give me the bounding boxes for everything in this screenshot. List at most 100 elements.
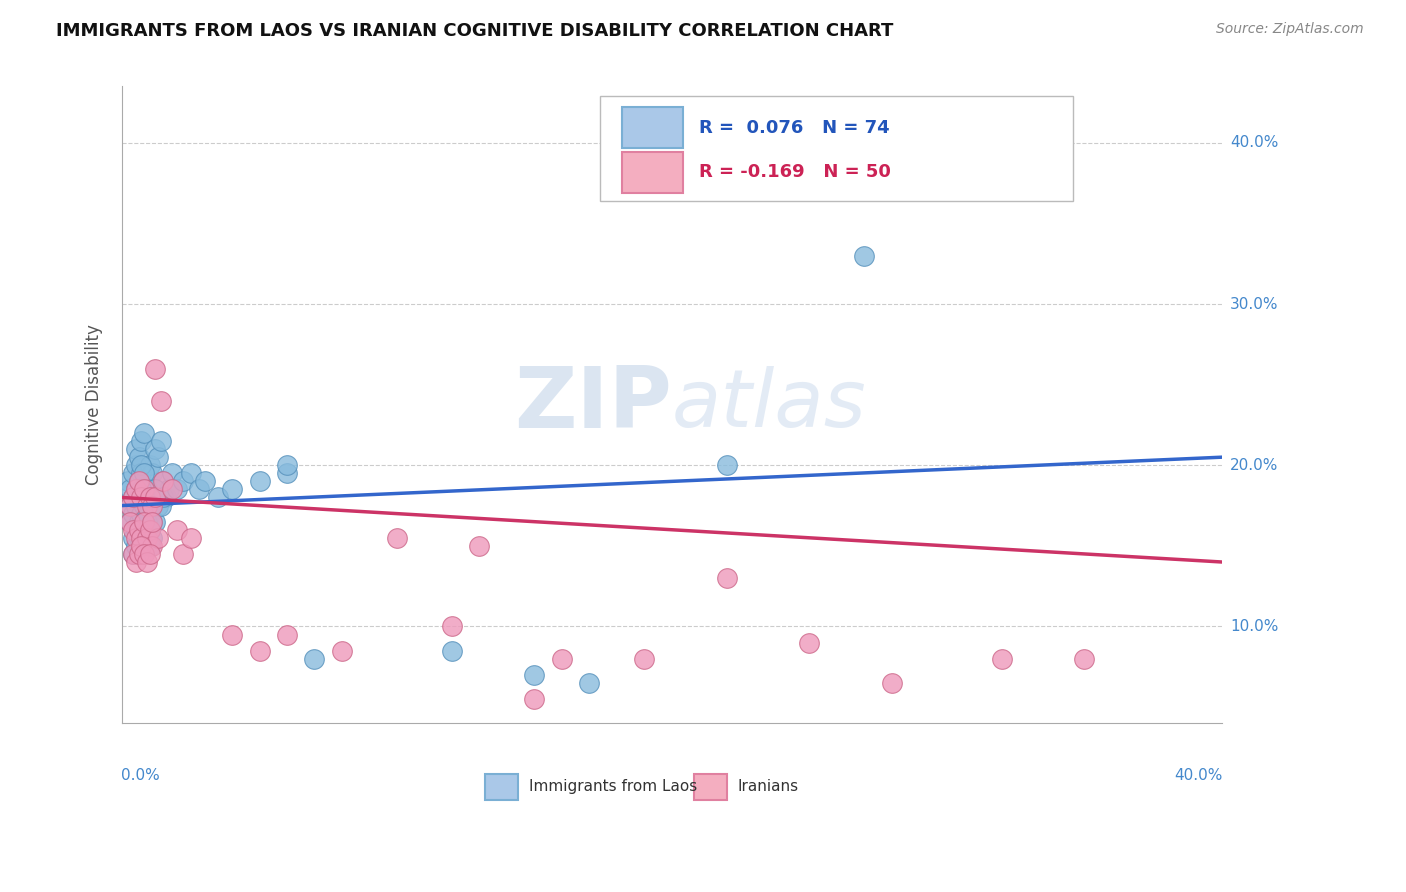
Point bbox=[138, 491, 160, 505]
Point bbox=[180, 531, 202, 545]
Point bbox=[249, 475, 271, 489]
Point bbox=[141, 467, 163, 481]
Point bbox=[132, 515, 155, 529]
Point bbox=[122, 491, 145, 505]
Point bbox=[135, 499, 157, 513]
Point bbox=[166, 483, 188, 497]
Point bbox=[716, 458, 738, 473]
Point bbox=[120, 515, 142, 529]
Text: Source: ZipAtlas.com: Source: ZipAtlas.com bbox=[1216, 22, 1364, 37]
Point bbox=[330, 643, 353, 657]
Point bbox=[125, 539, 148, 553]
Point bbox=[141, 515, 163, 529]
Point bbox=[468, 539, 491, 553]
Point bbox=[551, 651, 574, 665]
Point bbox=[146, 499, 169, 513]
Point bbox=[135, 531, 157, 545]
Point bbox=[138, 507, 160, 521]
Point bbox=[141, 491, 163, 505]
Point bbox=[146, 531, 169, 545]
Text: atlas: atlas bbox=[672, 366, 866, 444]
Text: 10.0%: 10.0% bbox=[1230, 619, 1278, 634]
Point bbox=[120, 499, 142, 513]
Point bbox=[1073, 651, 1095, 665]
Point bbox=[193, 475, 215, 489]
FancyBboxPatch shape bbox=[600, 96, 1073, 201]
Point bbox=[128, 450, 150, 465]
Point bbox=[120, 515, 142, 529]
Text: R =  0.076   N = 74: R = 0.076 N = 74 bbox=[699, 119, 890, 136]
Point bbox=[129, 491, 152, 505]
Point bbox=[135, 499, 157, 513]
Point bbox=[125, 483, 148, 497]
Point bbox=[385, 531, 408, 545]
Text: Immigrants from Laos: Immigrants from Laos bbox=[529, 780, 697, 795]
Point bbox=[128, 523, 150, 537]
Point bbox=[207, 491, 229, 505]
Point bbox=[523, 692, 546, 706]
Point bbox=[143, 442, 166, 457]
Point bbox=[138, 523, 160, 537]
Point bbox=[122, 531, 145, 545]
Point bbox=[125, 458, 148, 473]
Point bbox=[304, 651, 326, 665]
Point bbox=[143, 515, 166, 529]
Point bbox=[122, 547, 145, 561]
Bar bbox=[485, 774, 517, 799]
Point bbox=[122, 467, 145, 481]
Point bbox=[128, 475, 150, 489]
Point bbox=[125, 442, 148, 457]
Text: 20.0%: 20.0% bbox=[1230, 458, 1278, 473]
Text: 40.0%: 40.0% bbox=[1174, 768, 1223, 783]
Bar bbox=[623, 152, 683, 193]
Point bbox=[172, 547, 194, 561]
Point bbox=[138, 491, 160, 505]
Point bbox=[125, 483, 148, 497]
Point bbox=[152, 491, 174, 505]
Point bbox=[129, 458, 152, 473]
Point bbox=[120, 499, 142, 513]
Point bbox=[716, 571, 738, 585]
Point bbox=[125, 499, 148, 513]
Point bbox=[120, 483, 142, 497]
Point bbox=[117, 475, 139, 489]
Point bbox=[633, 651, 655, 665]
Point bbox=[129, 523, 152, 537]
Point bbox=[128, 475, 150, 489]
Point bbox=[135, 483, 157, 497]
Y-axis label: Cognitive Disability: Cognitive Disability bbox=[86, 325, 103, 485]
Point bbox=[853, 249, 876, 263]
Point bbox=[125, 531, 148, 545]
Point bbox=[141, 539, 163, 553]
Text: IMMIGRANTS FROM LAOS VS IRANIAN COGNITIVE DISABILITY CORRELATION CHART: IMMIGRANTS FROM LAOS VS IRANIAN COGNITIV… bbox=[56, 22, 894, 40]
Point bbox=[141, 499, 163, 513]
Text: 30.0%: 30.0% bbox=[1230, 296, 1278, 311]
Point bbox=[523, 668, 546, 682]
Point bbox=[880, 676, 903, 690]
Point bbox=[166, 523, 188, 537]
Point bbox=[141, 531, 163, 545]
Point bbox=[990, 651, 1012, 665]
Point bbox=[132, 499, 155, 513]
Point bbox=[221, 483, 243, 497]
Point bbox=[135, 555, 157, 569]
Point bbox=[143, 483, 166, 497]
Point bbox=[138, 458, 160, 473]
Point bbox=[149, 434, 172, 448]
Point bbox=[128, 491, 150, 505]
Point bbox=[129, 507, 152, 521]
Point bbox=[125, 523, 148, 537]
Point bbox=[276, 458, 298, 473]
Point bbox=[132, 425, 155, 440]
Point bbox=[138, 539, 160, 553]
Point bbox=[135, 531, 157, 545]
Bar bbox=[695, 774, 727, 799]
Point bbox=[440, 619, 463, 633]
Point bbox=[138, 523, 160, 537]
Point bbox=[578, 676, 600, 690]
Point bbox=[129, 483, 152, 497]
Point bbox=[132, 467, 155, 481]
Point bbox=[135, 515, 157, 529]
Point bbox=[152, 475, 174, 489]
Text: ZIP: ZIP bbox=[515, 363, 672, 446]
